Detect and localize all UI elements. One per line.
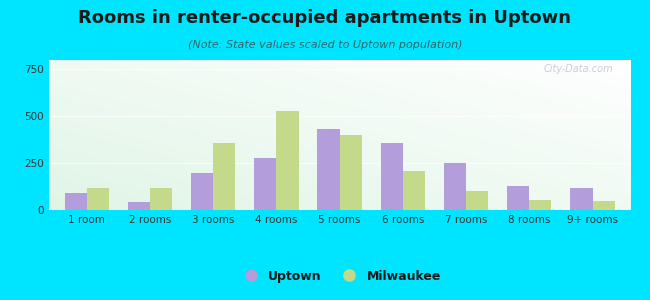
Bar [466, 191, 488, 210]
Bar [507, 186, 529, 210]
Bar [86, 188, 109, 210]
Text: City-Data.com: City-Data.com [543, 64, 613, 74]
Bar [444, 163, 466, 210]
Text: Rooms in renter-occupied apartments in Uptown: Rooms in renter-occupied apartments in U… [79, 9, 571, 27]
Bar [571, 188, 593, 210]
Bar [317, 129, 340, 210]
Bar [276, 111, 298, 210]
Legend: Uptown, Milwaukee: Uptown, Milwaukee [233, 265, 446, 288]
Bar [254, 158, 276, 210]
Bar [529, 200, 551, 210]
Bar [150, 188, 172, 210]
Bar [128, 202, 150, 210]
Bar [191, 172, 213, 210]
Bar [381, 143, 403, 210]
Bar [593, 201, 615, 210]
Bar [403, 171, 425, 210]
Bar [213, 142, 235, 210]
Bar [64, 193, 86, 210]
Bar [339, 135, 362, 210]
Text: (Note: State values scaled to Uptown population): (Note: State values scaled to Uptown pop… [188, 40, 462, 50]
